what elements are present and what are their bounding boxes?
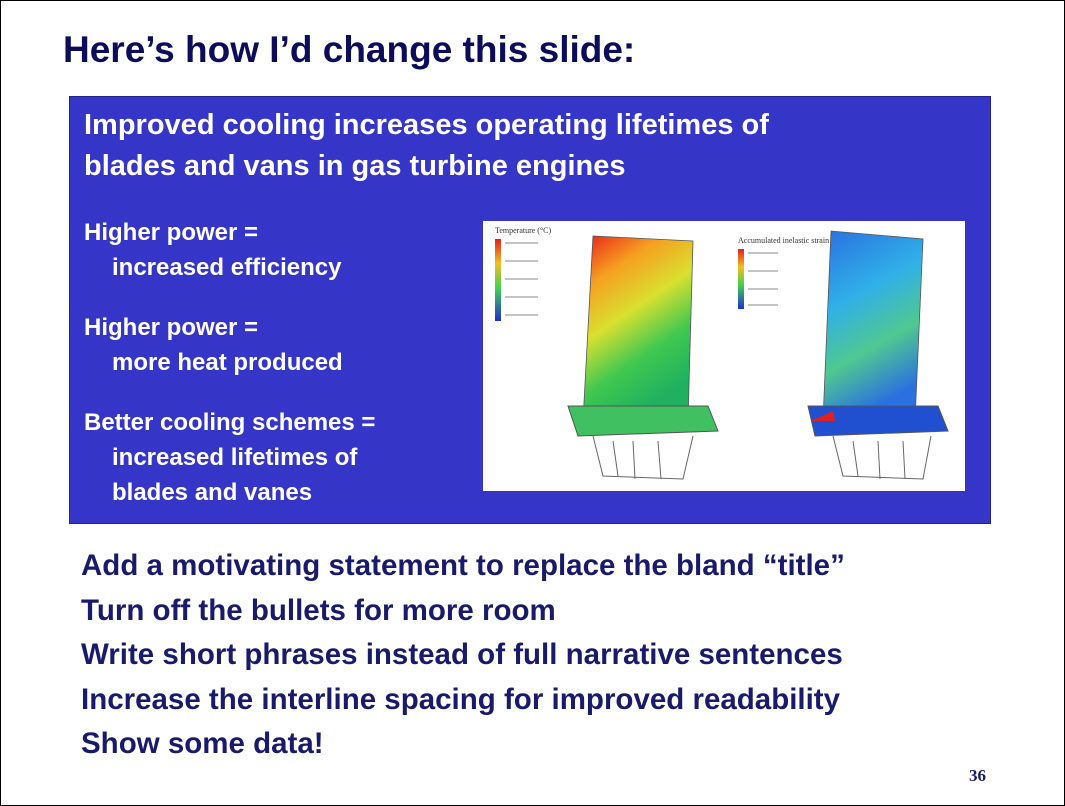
simulation-figure: Temperature (°C) Accumulated inelastic s… (483, 221, 965, 491)
box-item: Higher power = (84, 314, 259, 341)
note-line: Turn off the bullets for more room (81, 593, 556, 627)
note-line: Show some data! (81, 727, 324, 760)
box-heading: Improved cooling increases operating lif… (84, 109, 769, 141)
content-box: Improved cooling increases operating lif… (69, 96, 991, 524)
box-item: Better cooling schemes = (84, 409, 376, 436)
box-item: increased lifetimes of (112, 444, 358, 471)
figure-label: Temperature (°C) (495, 226, 552, 235)
box-item: increased efficiency (112, 254, 342, 281)
note-line: Write short phrases instead of full narr… (81, 638, 843, 671)
figure-art: Temperature (°C) Accumulated inelastic s… (495, 226, 949, 480)
note-line: Add a motivating statement to replace th… (81, 549, 845, 582)
box-heading: blades and vans in gas turbine engines (84, 150, 626, 182)
box-item: blades and vanes (112, 479, 313, 506)
box-item: more heat produced (112, 349, 343, 376)
page-number: 36 (969, 766, 986, 785)
slide-title: Here’s how I’d change this slide: (63, 29, 636, 70)
note-line: Increase the interline spacing for impro… (81, 682, 841, 716)
box-item: Higher power = (84, 219, 259, 246)
figure-label: Accumulated inelastic strain (738, 236, 829, 245)
